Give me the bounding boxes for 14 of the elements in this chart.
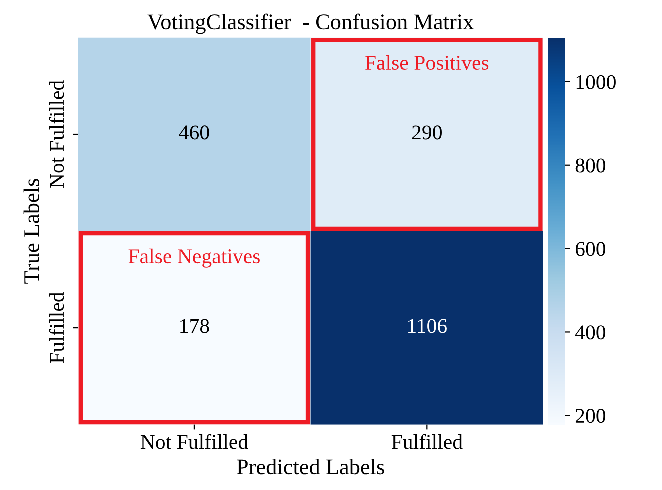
chart-title: VotingClassifier - Confusion Matrix <box>148 14 474 34</box>
data-label: 1106 <box>408 319 447 334</box>
annotation: False Positives <box>366 55 489 70</box>
color-bar-label: 400 <box>575 326 606 340</box>
color-bar-label: 800 <box>576 158 606 173</box>
x-axis-title: Predicted Labels <box>237 459 384 475</box>
annotation: False Negatives <box>128 248 260 268</box>
data-label: 178 <box>180 319 210 334</box>
color-bar-label: 200 <box>576 409 606 424</box>
data-label: 290 <box>412 126 442 140</box>
data-label: 460 <box>179 126 210 140</box>
color-bar-label: 600 <box>576 242 606 256</box>
y-axis-title: True Labels <box>24 179 40 284</box>
color-bar-label: 1000 <box>576 75 616 90</box>
